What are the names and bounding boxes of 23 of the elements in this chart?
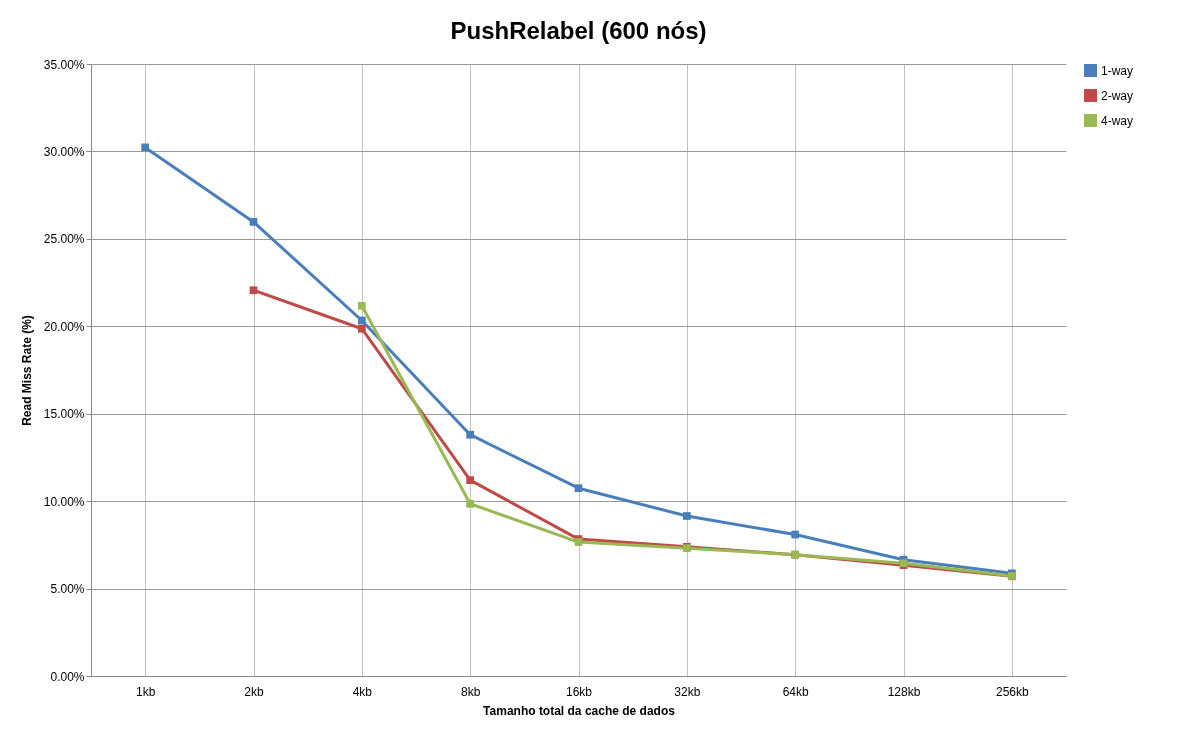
x-tick-label: 2kb <box>244 684 264 699</box>
y-tick-label: 20.00% <box>43 319 85 334</box>
y-tick-label: 5.00% <box>50 582 85 597</box>
x-tick-label: 128kb <box>887 684 921 699</box>
chart-title: PushRelabel (600 nós) <box>450 17 707 44</box>
y-axis-title: Read Miss Rate (%) <box>19 315 34 426</box>
x-tick-label: 8kb <box>460 684 481 699</box>
legend-label: 4-way <box>1101 113 1134 128</box>
x-tick-label: 16kb <box>565 684 593 699</box>
x-tick-label: 32kb <box>674 684 701 699</box>
y-tick-label: 0.00% <box>50 669 85 684</box>
x-axis-title: Tamanho total da cache de dados <box>483 703 676 718</box>
y-tick-label: 15.00% <box>43 407 85 422</box>
legend-label: 1-way <box>1101 63 1134 78</box>
x-tick-label: 1kb <box>135 684 156 699</box>
legend-label: 2-way <box>1101 88 1134 103</box>
x-tick-label: 256kb <box>995 684 1029 699</box>
x-tick-label: 4kb <box>352 684 373 699</box>
y-tick-label: 10.00% <box>43 494 85 509</box>
x-tick-label: 64kb <box>782 684 809 699</box>
y-tick-label: 25.00% <box>43 232 85 247</box>
y-tick-label: 30.00% <box>43 144 85 159</box>
y-tick-label: 35.00% <box>43 57 85 72</box>
